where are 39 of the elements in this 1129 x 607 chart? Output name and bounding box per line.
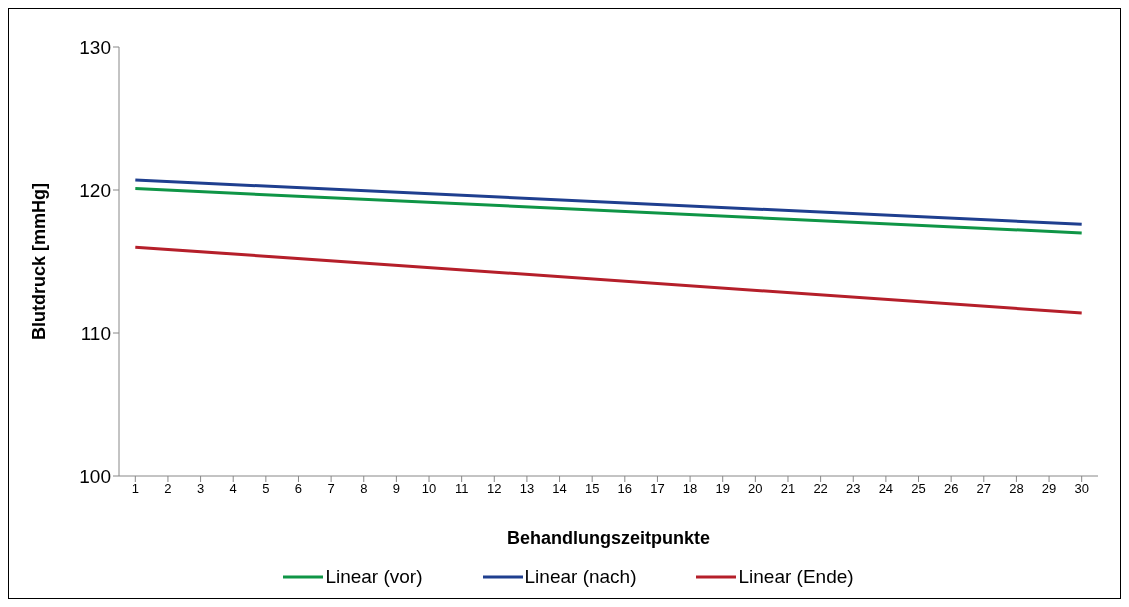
x-tick-label: 24 [878,481,894,497]
x-tick-label: 15 [584,481,600,497]
x-tick-label: 28 [1009,481,1024,497]
x-tick-label: 26 [943,481,959,497]
x-tick-label: 29 [1041,481,1057,497]
x-tick-label: 17 [650,481,665,497]
x-tick-label: 23 [846,481,861,497]
x-tick-label: 18 [682,481,698,497]
x-tick-label: 1 [131,481,139,497]
y-tick-label: 130 [79,36,111,58]
x-tick-label: 4 [229,481,237,497]
x-tick-label: 22 [813,481,828,497]
x-tick-label: 25 [911,481,926,497]
x-tick-label: 8 [360,481,368,497]
x-tick-label: 16 [617,481,633,497]
x-tick-label: 3 [196,481,205,497]
x-tick-label: 13 [519,481,535,497]
y-axis-title: Blutdruck [mmHg] [29,183,50,340]
x-tick-label: 20 [748,481,763,497]
y-tick-label: 100 [79,465,111,487]
x-tick-label: 7 [327,481,335,497]
legend-label: Linear (Ende) [738,566,854,588]
x-tick-label: 19 [715,481,730,497]
x-tick-label: 6 [294,481,303,497]
y-tick-label: 120 [79,179,111,201]
x-tick-label: 10 [421,481,437,497]
x-tick-label: 5 [262,481,270,497]
x-tick-label: 2 [164,481,172,497]
x-tick-label: 9 [392,481,400,497]
x-tick-label: 14 [552,481,567,497]
legend-label: Linear (nach) [524,566,637,588]
x-tick-label: 27 [976,481,992,497]
x-axis-title: Behandlungszeitpunkte [506,528,711,548]
x-tick-label: 21 [780,481,796,497]
legend-label: Linear (vor) [325,566,423,588]
x-tick-label: 12 [487,481,502,497]
x-tick-label: 30 [1074,481,1089,497]
y-tick-label: 110 [80,322,111,344]
x-tick-label: 11 [454,481,469,497]
